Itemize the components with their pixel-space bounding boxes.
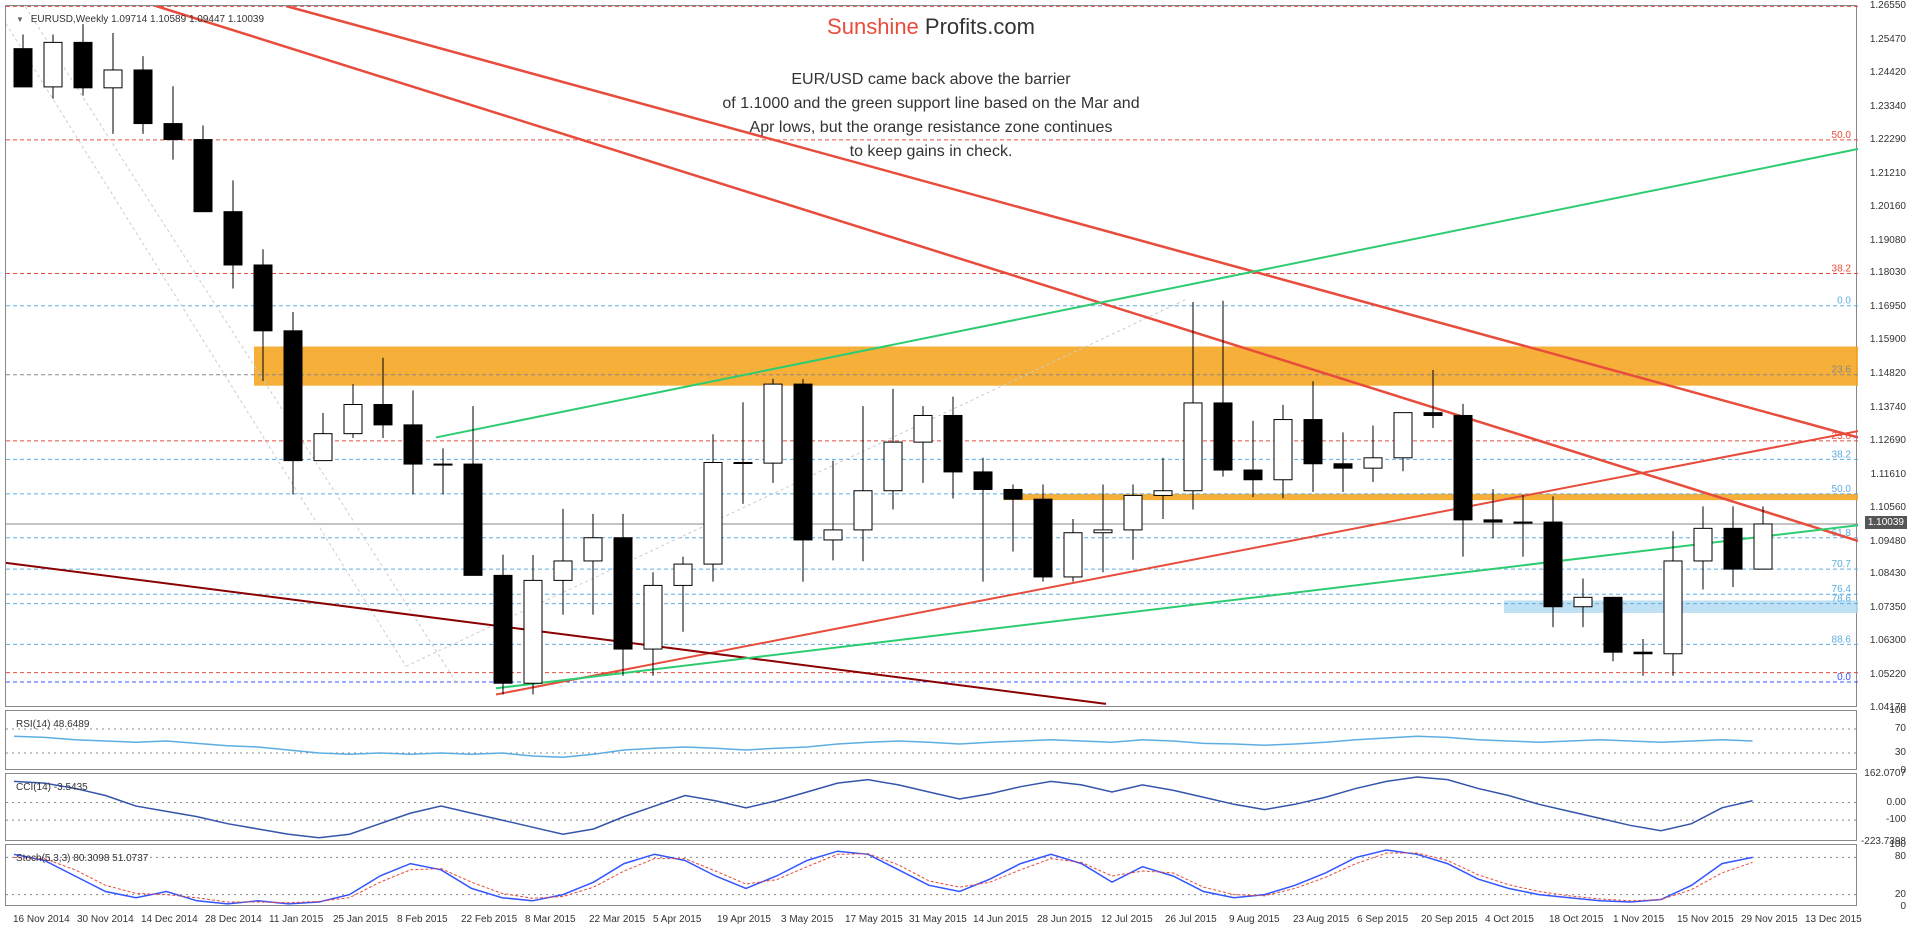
svg-text:50.0: 50.0	[1832, 130, 1852, 141]
watermark-logo: Sunshine Profits.com	[827, 14, 1035, 40]
ohlc-label: 1.09714 1.10589 1.09447 1.10039	[111, 14, 264, 25]
svg-text:88.6: 88.6	[1832, 634, 1852, 645]
stoch-label: Stoch(5,3,3) 80.3098 51.0737	[16, 853, 148, 864]
svg-text:0.0: 0.0	[1837, 672, 1851, 683]
svg-text:78.6: 78.6	[1832, 594, 1852, 605]
svg-text:23.6: 23.6	[1832, 365, 1852, 376]
svg-text:61.8: 61.8	[1832, 6, 1852, 7]
cci-label: CCI(14) -3.5435	[16, 782, 88, 793]
rsi-y-axis: 10070300	[1860, 710, 1908, 770]
price-y-axis: 1.265501.254701.244201.233401.222901.212…	[1860, 5, 1908, 707]
stoch-svg	[6, 845, 1858, 907]
stoch-y-axis: 10080200	[1860, 844, 1908, 906]
main-price-chart[interactable]: ▼ EURUSD,Weekly 1.09714 1.10589 1.09447 …	[5, 5, 1857, 707]
annotation-line: to keep gains in check.	[722, 140, 1139, 164]
rsi-svg	[6, 711, 1858, 771]
rsi-indicator-panel[interactable]: RSI(14) 48.6489	[5, 710, 1857, 770]
svg-text:38.2: 38.2	[1832, 263, 1852, 274]
cci-indicator-panel[interactable]: CCI(14) -3.5435	[5, 773, 1857, 841]
svg-text:0.0: 0.0	[1837, 296, 1851, 307]
chart-title: ▼ EURUSD,Weekly 1.09714 1.10589 1.09447 …	[16, 14, 264, 25]
logo-part1: Sunshine	[827, 14, 919, 39]
svg-text:38.2: 38.2	[1832, 449, 1852, 460]
chart-annotation: EUR/USD came back above the barrier of 1…	[722, 68, 1139, 164]
dropdown-arrow-icon: ▼	[16, 15, 24, 24]
time-x-axis: 16 Nov 201430 Nov 201414 Dec 201428 Dec …	[5, 914, 1857, 932]
annotation-line: Apr lows, but the orange resistance zone…	[722, 116, 1139, 140]
svg-text:50.0: 50.0	[1832, 484, 1852, 495]
svg-text:70.7: 70.7	[1832, 559, 1852, 570]
cci-y-axis: 162.07070.00-100-223.7398	[1860, 773, 1908, 841]
annotation-line: EUR/USD came back above the barrier	[722, 68, 1139, 92]
annotation-line: of 1.1000 and the green support line bas…	[722, 92, 1139, 116]
logo-part2: Profits.com	[925, 14, 1035, 39]
stoch-indicator-panel[interactable]: Stoch(5,3,3) 80.3098 51.0737	[5, 844, 1857, 906]
cci-svg	[6, 774, 1858, 842]
symbol-label: EURUSD,Weekly	[31, 14, 109, 25]
rsi-label: RSI(14) 48.6489	[16, 719, 89, 730]
